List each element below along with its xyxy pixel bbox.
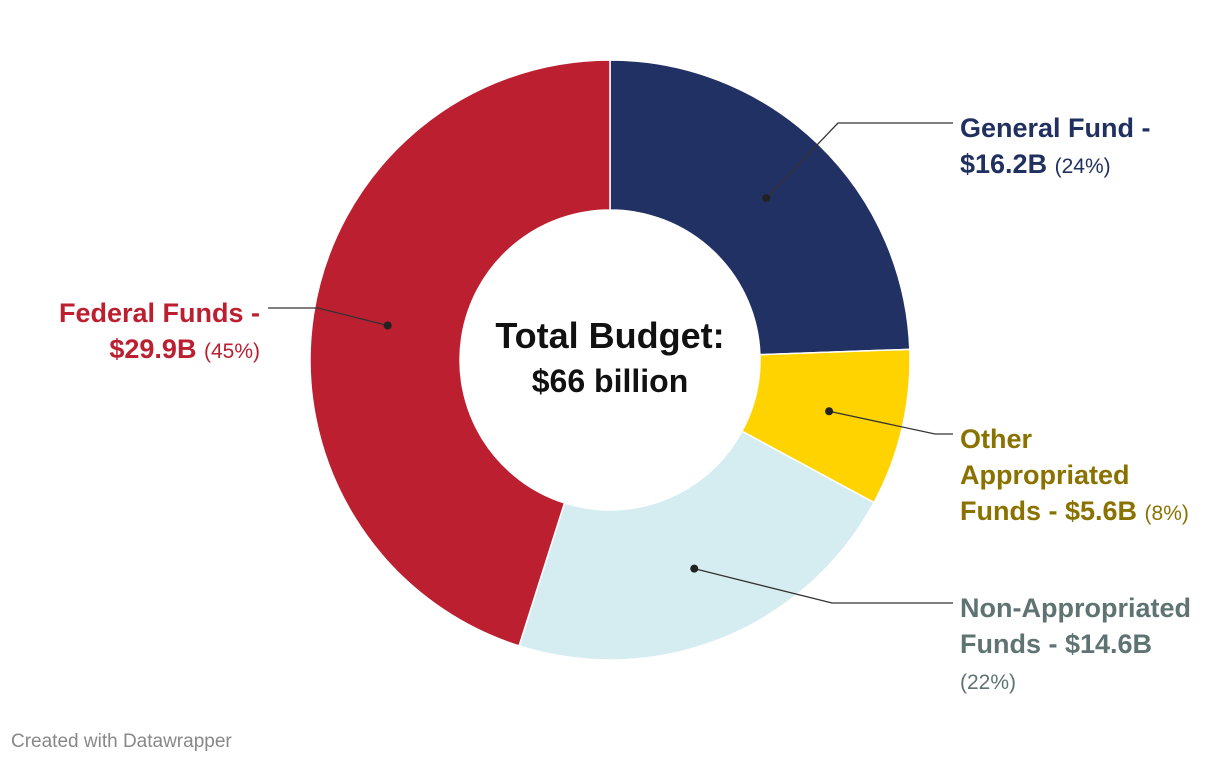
label-general-fund-name: General Fund - [960, 113, 1151, 143]
leader-dot-2 [690, 564, 699, 573]
label-other-line3: Funds - $5.6B [960, 496, 1138, 526]
label-general-fund: General Fund - $16.2B (24%) [960, 110, 1151, 185]
label-other-pct: (8%) [1144, 502, 1189, 525]
slice-0 [609, 59, 911, 356]
label-nonapp-line1: Non-Appropriated [960, 593, 1191, 623]
label-general-fund-value: $16.2B [960, 149, 1048, 179]
leader-line-0 [765, 122, 953, 199]
label-federal-funds: Federal Funds - $29.9B (45%) [59, 295, 260, 370]
leader-lines [268, 122, 953, 604]
label-other-appropriated: Other Appropriated Funds - $5.6B (8%) [960, 421, 1189, 532]
label-federal-pct: (45%) [203, 340, 260, 363]
label-other-line1: Other [960, 424, 1033, 454]
leader-line-1 [828, 410, 953, 435]
leader-dot-3 [383, 321, 392, 330]
label-federal-name: Federal Funds - [58, 298, 260, 328]
center-label: Total Budget: $66 billion [460, 313, 760, 403]
center-label-total: $66 billion [531, 363, 689, 399]
footer-credit: Created with Datawrapper [11, 731, 232, 752]
leader-dot-1 [825, 407, 834, 416]
label-nonapp-line2: Funds - $14.6B [960, 629, 1153, 659]
leader-line-2 [694, 567, 953, 604]
label-general-fund-pct: (24%) [1054, 155, 1111, 178]
center-label-title: Total Budget: [495, 315, 725, 356]
label-federal-value: $29.9B [109, 334, 197, 364]
slice-3 [309, 59, 611, 647]
leader-dot-0 [762, 194, 771, 203]
slice-2 [518, 430, 875, 661]
label-other-line2: Appropriated [960, 460, 1130, 490]
label-nonapp-pct: (22%) [960, 671, 1017, 694]
donut-slices [309, 59, 911, 661]
leader-line-3 [268, 307, 388, 327]
label-non-appropriated: Non-Appropriated Funds - $14.6B (22%) [960, 590, 1191, 701]
